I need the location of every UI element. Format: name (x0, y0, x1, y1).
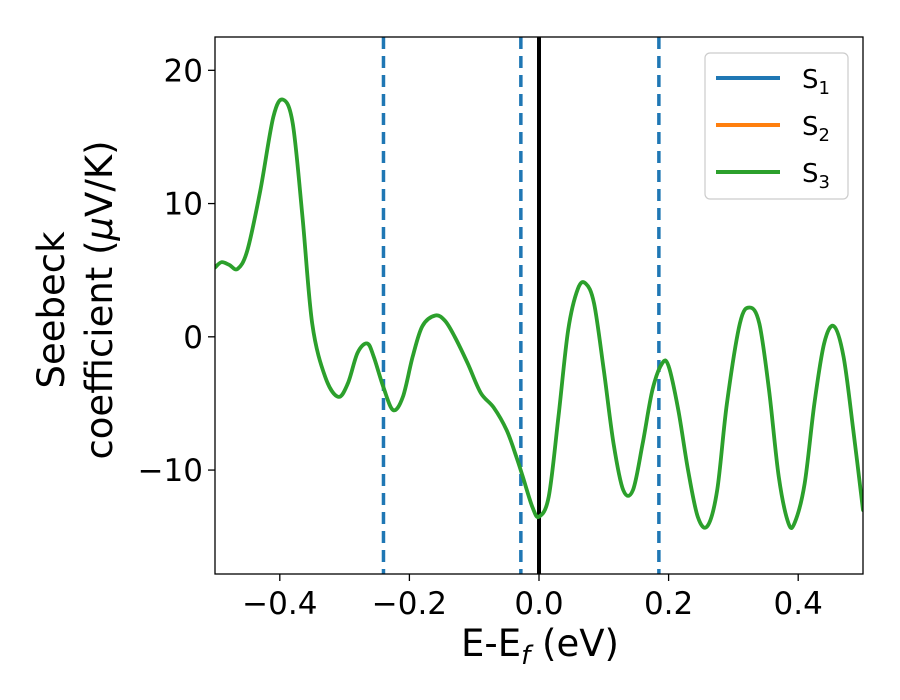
legend-entry-s1: S1 (716, 65, 830, 99)
y-axis-title: Seebeck coefficient (μV/K) (30, 140, 121, 459)
y-axis-ticks: −10 0 10 20 (138, 53, 215, 489)
x-tick-label: 0.4 (774, 586, 823, 622)
y-tick-label: −10 (138, 453, 203, 489)
legend: S1 S2 S3 (704, 52, 849, 200)
series-line-s3 (215, 97, 863, 530)
y-tick-label: 0 (183, 320, 203, 356)
x-tick-label: 0.0 (514, 586, 563, 622)
legend-label-s1: S1 (802, 65, 830, 99)
legend-entry-s3: S3 (716, 159, 830, 193)
x-axis-title: E-Ef (eV) (461, 622, 619, 671)
legend-label-s3: S3 (802, 159, 830, 193)
series-lines (215, 97, 863, 530)
y-axis-title-line1: Seebeck (30, 231, 73, 389)
x-tick-label: −0.4 (242, 586, 317, 622)
y-tick-label: 20 (164, 53, 203, 89)
y-tick-label: 10 (164, 187, 203, 223)
reference-lines (381, 37, 661, 574)
y-axis-title-line2: coefficient (μV/K) (78, 140, 121, 459)
x-tick-label: 0.2 (644, 586, 693, 622)
x-axis-ticks: −0.4 −0.2 0.0 0.2 0.4 (242, 574, 823, 622)
x-tick-label: −0.2 (372, 586, 447, 622)
legend-label-s2: S2 (802, 112, 830, 146)
legend-entry-s2: S2 (716, 112, 830, 146)
